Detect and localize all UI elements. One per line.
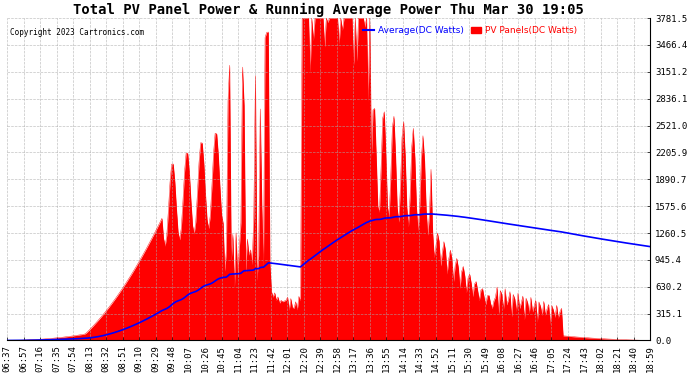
Text: Copyright 2023 Cartronics.com: Copyright 2023 Cartronics.com bbox=[10, 28, 145, 37]
Title: Total PV Panel Power & Running Average Power Thu Mar 30 19:05: Total PV Panel Power & Running Average P… bbox=[73, 3, 584, 17]
Legend: Average(DC Watts), PV Panels(DC Watts): Average(DC Watts), PV Panels(DC Watts) bbox=[359, 22, 581, 39]
